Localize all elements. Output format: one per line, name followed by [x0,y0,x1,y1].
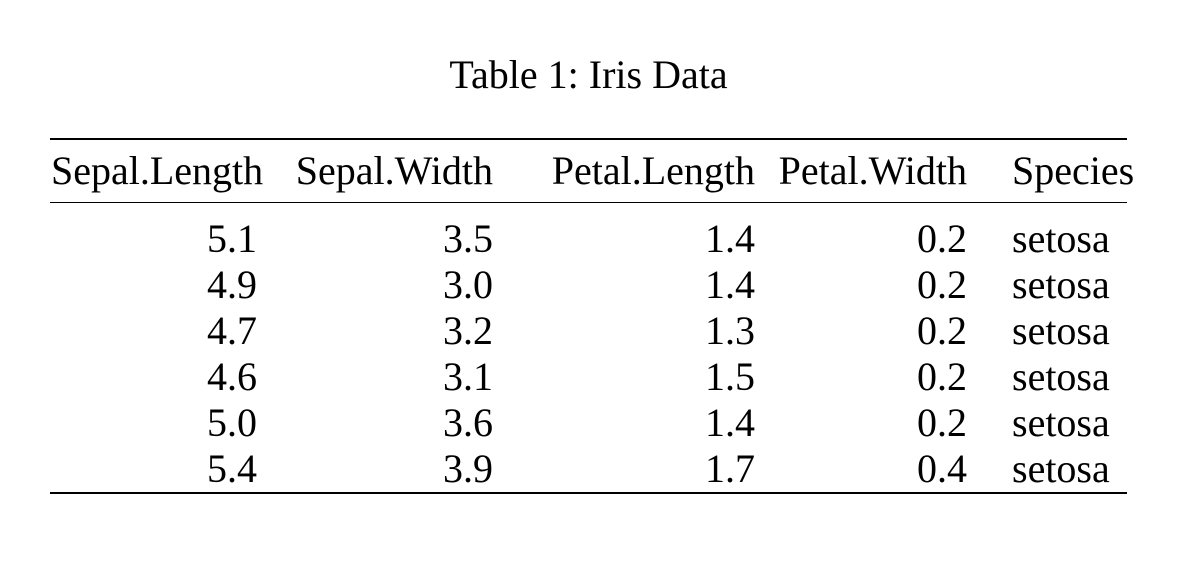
column-header-sepal-width: Sepal.Width [273,139,509,203]
cell-sepal-length: 4.7 [207,308,257,353]
cell-petal-length: 1.3 [705,308,755,353]
cell-species: setosa [1012,262,1110,307]
cell-petal-length: 1.4 [705,400,755,445]
table-row: 5.4 3.9 1.7 0.4 setosa [50,446,1127,493]
caption-text: Table 1: Iris Data [449,52,728,97]
cell-sepal-width: 3.0 [443,262,493,307]
table-row: 5.1 3.5 1.4 0.2 setosa [50,203,1127,263]
table-row: 4.9 3.0 1.4 0.2 setosa [50,262,1127,308]
cell-petal-width: 0.2 [917,262,967,307]
cell-sepal-length: 5.1 [207,216,257,261]
cell-sepal-length: 5.4 [207,446,257,491]
column-header-petal-length: Petal.Length [509,139,771,203]
cell-sepal-length: 5.0 [207,400,257,445]
header-row: Sepal.Length Sepal.Width Petal.Length Pe… [50,139,1134,203]
cell-petal-width: 0.2 [917,354,967,399]
cell-sepal-width: 3.2 [443,308,493,353]
cell-sepal-width: 3.9 [443,446,493,491]
cell-species: setosa [1012,400,1110,445]
column-header-sepal-length: Sepal.Length [50,139,273,203]
column-header-species: Species [983,139,1134,203]
cell-sepal-width: 3.5 [443,216,493,261]
cell-petal-width: 0.2 [917,400,967,445]
cell-petal-width: 0.4 [917,446,967,491]
cell-sepal-width: 3.1 [443,354,493,399]
column-header-petal-width: Petal.Width [771,139,983,203]
cell-species: setosa [1012,354,1110,399]
cell-petal-length: 1.7 [705,446,755,491]
cell-sepal-length: 4.6 [207,354,257,399]
cell-species: setosa [1012,216,1110,261]
cell-species: setosa [1012,446,1110,491]
cell-petal-length: 1.5 [705,354,755,399]
cell-species: setosa [1012,308,1110,353]
cell-petal-width: 0.2 [917,308,967,353]
table-row: 5.0 3.6 1.4 0.2 setosa [50,400,1127,446]
table-row: 4.6 3.1 1.5 0.2 setosa [50,354,1127,400]
table-row: 4.7 3.2 1.3 0.2 setosa [50,308,1127,354]
cell-sepal-width: 3.6 [443,400,493,445]
cell-sepal-length: 4.9 [207,262,257,307]
table-caption: Table 1: Iris Data [50,52,1127,98]
cell-petal-length: 1.4 [705,216,755,261]
iris-data-table: Sepal.Length Sepal.Width Petal.Length Pe… [50,138,1134,494]
cell-petal-length: 1.4 [705,262,755,307]
cell-petal-width: 0.2 [917,216,967,261]
